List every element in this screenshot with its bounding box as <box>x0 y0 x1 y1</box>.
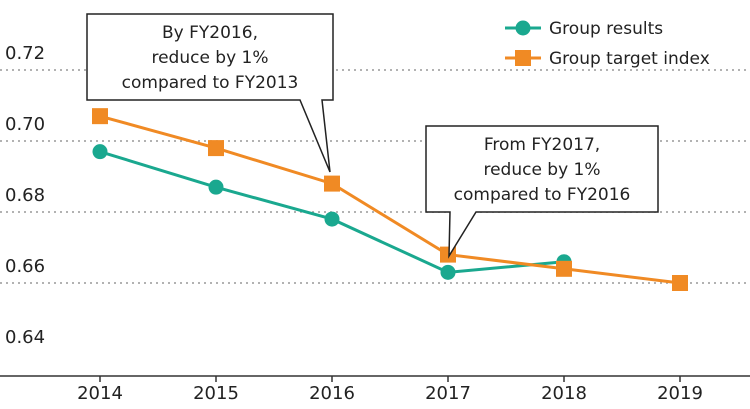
x-tick-label: 2017 <box>425 383 471 404</box>
callout-box <box>86 13 334 173</box>
callouts: By FY2016, reduce by 1% compared to FY2013… <box>86 13 659 259</box>
legend-label: Group results <box>549 19 663 39</box>
x-tick-label: 2018 <box>541 383 587 404</box>
data-point-group-target-index <box>324 175 340 192</box>
legend-item: Group results <box>505 19 663 39</box>
data-point-group-target-index <box>672 275 688 291</box>
data-point-group-target-index <box>556 260 572 277</box>
data-point-group-results <box>440 264 456 280</box>
legend-marker-circle <box>515 20 531 36</box>
y-tick-label: 0.70 <box>5 114 45 135</box>
callout-box <box>425 125 659 259</box>
callout-text-line: reduce by 1% <box>483 160 600 180</box>
legend-item: Group target index <box>505 49 710 69</box>
data-point-group-target-index <box>208 140 224 157</box>
y-tick-label: 0.72 <box>5 43 45 64</box>
callout-text-line: compared to FY2013 <box>122 73 299 93</box>
x-tick-label: 2016 <box>309 383 355 404</box>
callout-text-line: compared to FY2016 <box>454 185 631 205</box>
x-tick-label: 2019 <box>657 383 703 404</box>
callout-text-line: reduce by 1% <box>151 48 268 68</box>
x-tick-label: 2014 <box>77 383 123 404</box>
y-tick-label: 0.68 <box>5 185 45 206</box>
y-tick-label: 0.64 <box>5 327 45 348</box>
x-tick-label: 2015 <box>193 383 239 404</box>
legend-marker-square <box>515 50 531 66</box>
x-axis-ticks: 2014 2015 2016 2017 2018 2019 <box>77 376 703 404</box>
callout-text-line: By FY2016, <box>162 23 258 43</box>
data-point-group-results <box>324 211 340 227</box>
data-point-group-target-index <box>92 108 108 125</box>
legend-label: Group target index <box>549 49 710 69</box>
callout-text-line: From FY2017, <box>484 135 600 155</box>
data-point-group-results <box>92 144 108 160</box>
y-axis-ticks: 0.64 0.66 0.68 0.70 0.72 <box>5 43 45 348</box>
series-line-group-target-index <box>99 114 681 285</box>
data-point-group-results <box>208 179 224 195</box>
legend: Group results Group target index <box>505 19 710 69</box>
y-tick-label: 0.66 <box>5 256 45 277</box>
